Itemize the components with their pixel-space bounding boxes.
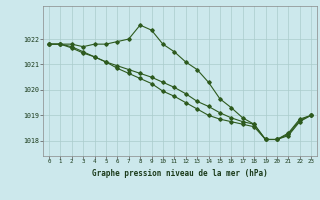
X-axis label: Graphe pression niveau de la mer (hPa): Graphe pression niveau de la mer (hPa): [92, 169, 268, 178]
